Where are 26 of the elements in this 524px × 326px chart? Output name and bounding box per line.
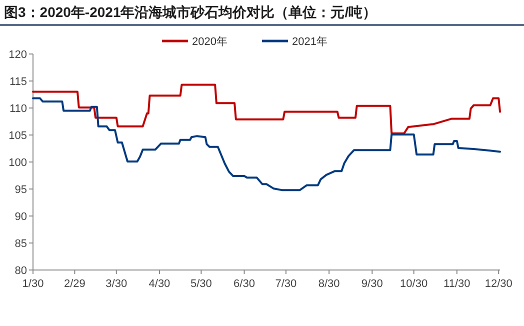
legend-label: 2021年 bbox=[292, 36, 328, 48]
x-tick-label: 7/30 bbox=[275, 278, 297, 290]
x-tick-label: 9/30 bbox=[361, 278, 383, 290]
y-tick-label: 95 bbox=[14, 184, 27, 196]
x-tick-label: 11/30 bbox=[444, 278, 470, 290]
x-tick-label: 10/30 bbox=[400, 278, 428, 290]
line-series bbox=[32, 84, 501, 134]
x-tick-label: 6/30 bbox=[234, 278, 255, 290]
x-tick-label: 4/30 bbox=[148, 278, 170, 290]
y-tick-label: 110 bbox=[9, 102, 27, 115]
x-tick-label: 12/30 bbox=[484, 278, 512, 290]
legend-label: 2020年 bbox=[192, 36, 228, 48]
x-tick-label: 1/30 bbox=[22, 278, 44, 290]
y-tick-label: 105 bbox=[8, 130, 27, 142]
y-tick-label: 80 bbox=[14, 264, 27, 277]
chart-title: 图3：2020年-2021年沿海城市砂石均价对比（单位：元/吨） bbox=[4, 4, 377, 20]
y-tick-label: 100 bbox=[8, 156, 27, 169]
x-tick-label: 5/30 bbox=[190, 278, 212, 290]
x-tick-label: 2/29 bbox=[64, 278, 86, 290]
x-tick-label: 3/30 bbox=[106, 278, 128, 290]
x-tick-label: 8/30 bbox=[318, 278, 340, 290]
y-tick-label: 115 bbox=[9, 76, 27, 88]
y-tick-label: 120 bbox=[8, 48, 27, 61]
line-series bbox=[32, 97, 501, 192]
y-tick-label: 90 bbox=[14, 210, 27, 223]
y-tick-label: 85 bbox=[14, 238, 27, 250]
